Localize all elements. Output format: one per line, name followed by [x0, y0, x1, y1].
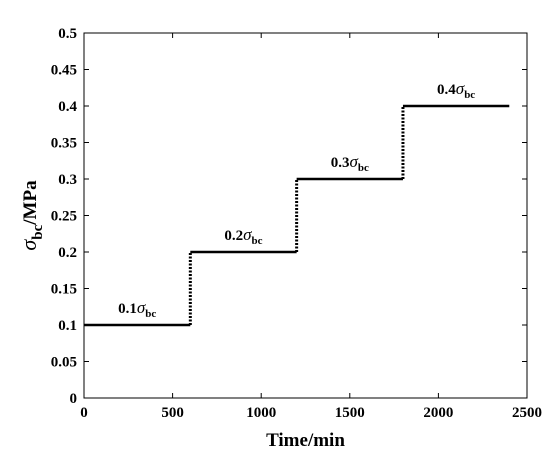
y-tick-label: 0.25: [51, 209, 77, 225]
y-tick-label: 0.1: [58, 318, 77, 334]
y-tick-label: 0.05: [51, 355, 77, 371]
plot-layer: [84, 104, 510, 327]
x-tick-label: 0: [80, 405, 88, 421]
y-tick-label: 0.4: [58, 99, 77, 115]
x-tick-label: 500: [161, 405, 184, 421]
axes-layer: 0 500 1000 1500 2000 2500 0 0.05 0.1 0.15 0.2 0.25 0…: [51, 26, 542, 421]
y-tick-label: 0.2: [58, 245, 77, 261]
y-axis-symbol: σ: [16, 239, 41, 251]
y-axis-unit: /MPa: [20, 180, 41, 226]
x-tick-label: 2000: [423, 405, 453, 421]
step-annotation: 0.1σbc: [118, 298, 156, 320]
y-tick-label: 0.45: [51, 63, 77, 79]
x-axis-label: Time/min: [266, 430, 345, 451]
step-annotation: 0.4σbc: [437, 79, 475, 101]
svg-text:σbc/MPa: σbc/MPa: [16, 180, 46, 251]
y-tick-label: 0.35: [51, 136, 77, 152]
y-tick-label: 0.3: [58, 172, 77, 188]
y-axis-subscript: bc: [30, 224, 46, 239]
x-tick-label: 1500: [335, 405, 365, 421]
step-annotation: 0.2σbc: [224, 225, 262, 247]
y-tick-label: 0: [70, 391, 78, 407]
step-annotation: 0.3σbc: [331, 152, 369, 174]
y-tick-label: 0.5: [58, 26, 77, 42]
y-axis-label: σbc/MPa: [16, 180, 46, 251]
x-tick-label: 2500: [512, 405, 542, 421]
y-tick-label: 0.15: [51, 282, 77, 298]
x-tick-label: 1000: [246, 405, 276, 421]
